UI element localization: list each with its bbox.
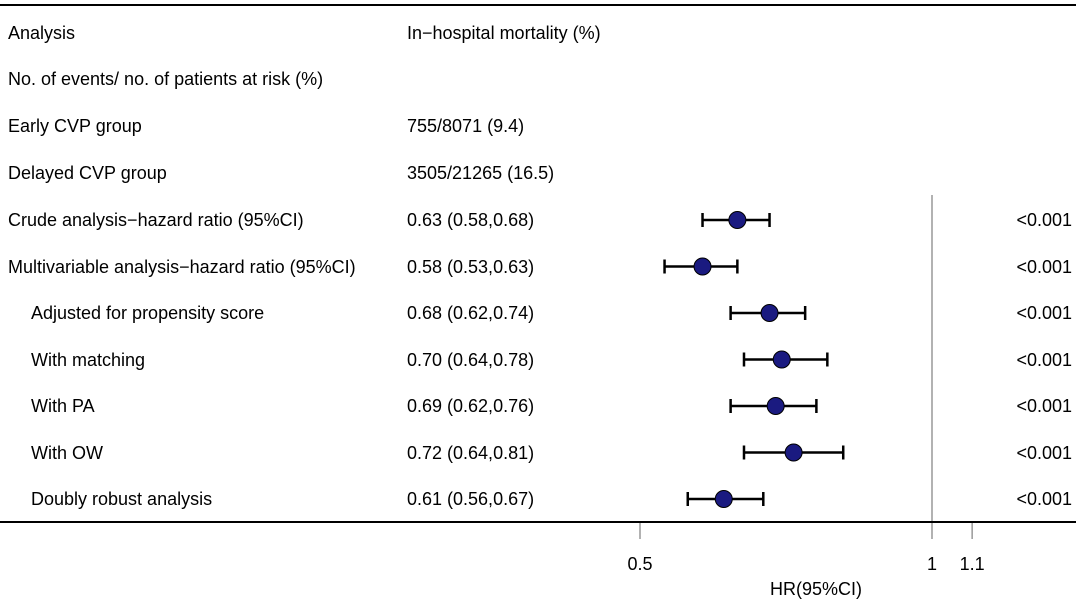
row-label: Adjusted for propensity score — [31, 303, 265, 323]
info-row-label: Delayed CVP group — [8, 163, 167, 183]
row-estimate: 0.68 (0.62,0.74) — [407, 303, 535, 323]
hr-point — [728, 211, 747, 229]
row-p-value: <0.001 — [1016, 489, 1072, 509]
axis-ticks — [639, 522, 973, 539]
x-axis-title: HR(95%CI) — [769, 579, 863, 599]
row-label: Multivariable analysis−hazard ratio (95%… — [8, 256, 356, 277]
row-p-value: <0.001 — [1016, 396, 1072, 416]
row-p-value: <0.001 — [1016, 442, 1072, 463]
row-p-value: <0.001 — [1016, 256, 1072, 277]
info-row-label: Early CVP group — [8, 116, 142, 136]
hr-point — [784, 443, 803, 462]
forest-marks — [663, 211, 845, 508]
row-label: With PA — [31, 396, 95, 416]
x-tick-label: 0.5 — [627, 554, 653, 574]
row-estimate: 0.61 (0.56,0.67) — [407, 489, 535, 509]
info-row-value: 3505/21265 (16.5) — [407, 163, 555, 183]
row-label: With matching — [31, 349, 146, 370]
row-p-value: <0.001 — [1016, 349, 1072, 370]
top-rule — [0, 4, 1076, 6]
x-tick-label: 1 — [926, 554, 938, 574]
row-label: With OW — [31, 442, 103, 463]
header-mortality: In−hospital mortality (%) — [407, 23, 601, 43]
row-estimate: 0.69 (0.62,0.76) — [407, 396, 535, 416]
row-p-value: <0.001 — [1016, 210, 1072, 230]
row-estimate: 0.58 (0.53,0.63) — [407, 256, 535, 277]
info-row-value: 755/8071 (9.4) — [407, 116, 525, 136]
bottom-rule — [0, 521, 1076, 523]
hr-point — [766, 397, 785, 415]
hr-point — [693, 257, 712, 276]
row-estimate: 0.63 (0.58,0.68) — [407, 210, 535, 230]
hr-point — [714, 490, 733, 508]
header-analysis: Analysis — [8, 23, 76, 43]
row-label: Crude analysis−hazard ratio (95%CI) — [8, 210, 304, 230]
x-tick-label: 1.1 — [959, 554, 985, 574]
hr-point — [772, 350, 791, 369]
row-estimate: 0.72 (0.64,0.81) — [407, 442, 535, 463]
row-label: Doubly robust analysis — [31, 489, 213, 509]
row-p-value: <0.001 — [1016, 303, 1072, 323]
row-estimate: 0.70 (0.64,0.78) — [407, 349, 535, 370]
info-row-label: No. of events/ no. of patients at risk (… — [8, 69, 324, 89]
hr-point — [760, 304, 779, 322]
